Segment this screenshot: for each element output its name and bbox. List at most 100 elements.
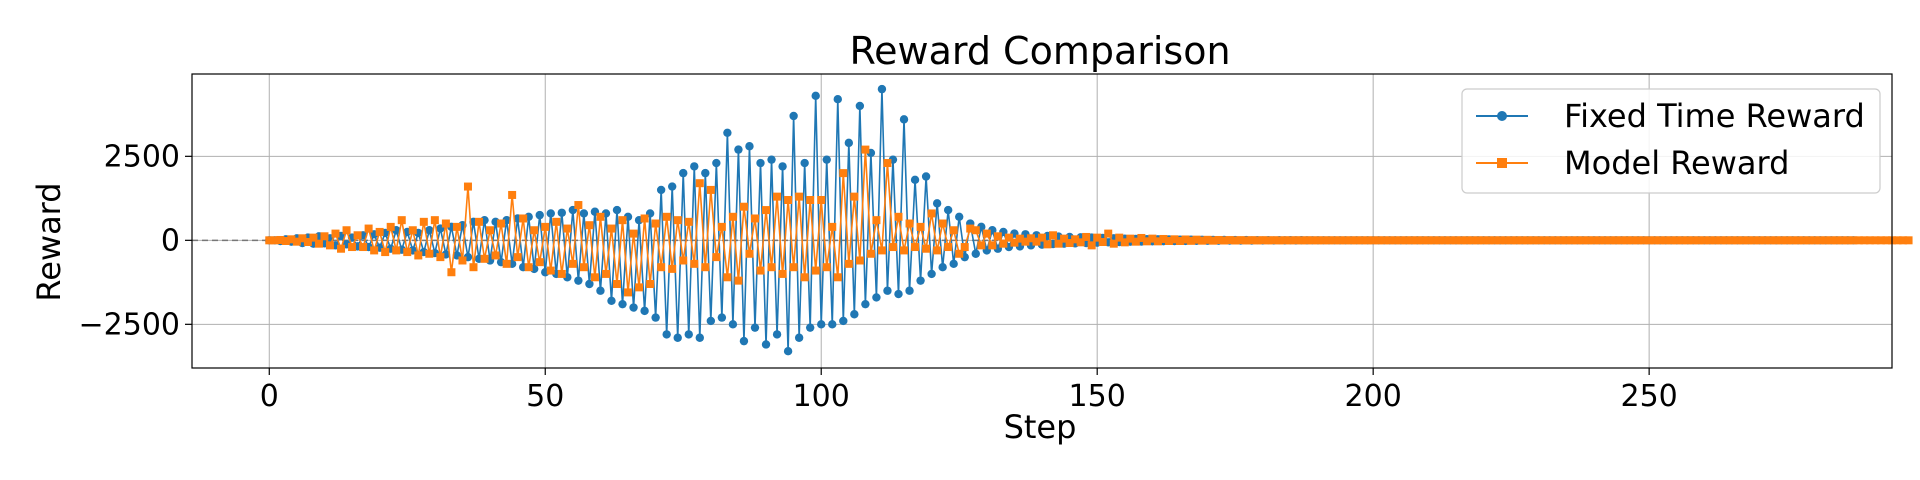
data-point bbox=[1744, 236, 1753, 245]
data-point bbox=[1435, 236, 1444, 245]
legend-item: Fixed Time Reward bbox=[1476, 97, 1865, 135]
data-point bbox=[905, 286, 914, 295]
data-point bbox=[1026, 234, 1035, 243]
data-point bbox=[1705, 236, 1714, 245]
data-point bbox=[1142, 237, 1151, 246]
data-point bbox=[1727, 236, 1736, 245]
data-point bbox=[1153, 237, 1162, 246]
data-point bbox=[855, 256, 864, 265]
data-point bbox=[635, 283, 644, 292]
data-point bbox=[1214, 235, 1223, 244]
data-point bbox=[839, 169, 848, 178]
data-point bbox=[1507, 236, 1516, 245]
data-point bbox=[430, 216, 439, 225]
data-point bbox=[905, 219, 914, 228]
data-point bbox=[640, 306, 649, 316]
data-point bbox=[425, 249, 434, 258]
data-point bbox=[938, 263, 947, 272]
data-point bbox=[706, 185, 715, 194]
data-point bbox=[1015, 234, 1024, 243]
data-point bbox=[1838, 236, 1847, 245]
data-point bbox=[1325, 236, 1334, 245]
data-point bbox=[916, 222, 925, 231]
data-point bbox=[1286, 236, 1295, 245]
data-point bbox=[497, 219, 506, 228]
data-point bbox=[943, 205, 953, 215]
data-point bbox=[955, 249, 964, 258]
data-point bbox=[1843, 236, 1852, 245]
data-point bbox=[866, 249, 875, 258]
data-point bbox=[1192, 235, 1201, 244]
data-point bbox=[386, 222, 395, 231]
data-point bbox=[1341, 236, 1350, 245]
x-axis: 0 50 100 150 200 250 bbox=[260, 368, 1678, 414]
data-point bbox=[706, 316, 716, 326]
data-point bbox=[1109, 239, 1118, 248]
data-point bbox=[872, 293, 881, 302]
data-point bbox=[1567, 236, 1576, 245]
data-point bbox=[353, 231, 362, 240]
data-point bbox=[480, 254, 489, 263]
data-point bbox=[568, 259, 577, 268]
data-point bbox=[1899, 236, 1908, 245]
data-point bbox=[1137, 233, 1146, 242]
data-point bbox=[1816, 236, 1825, 245]
data-point bbox=[1021, 237, 1030, 246]
legend-label: Model Reward bbox=[1564, 144, 1789, 182]
data-point bbox=[745, 142, 754, 151]
x-tick-label: 250 bbox=[1621, 379, 1678, 414]
data-point bbox=[613, 280, 621, 288]
data-point bbox=[546, 209, 555, 218]
data-point bbox=[927, 269, 936, 279]
data-point bbox=[1115, 233, 1124, 242]
data-point bbox=[519, 214, 528, 223]
data-point bbox=[1082, 232, 1091, 241]
data-point bbox=[1468, 236, 1477, 245]
data-point bbox=[1126, 234, 1135, 243]
data-point bbox=[1104, 229, 1113, 238]
legend-item: Model Reward bbox=[1476, 144, 1789, 182]
data-point bbox=[1485, 236, 1494, 245]
data-point bbox=[546, 266, 555, 275]
y-tick-label: 0 bbox=[161, 223, 180, 258]
data-point bbox=[287, 235, 296, 244]
data-point bbox=[530, 226, 539, 235]
data-point bbox=[1374, 236, 1383, 245]
data-point bbox=[745, 249, 754, 258]
chart-title: Reward Comparison bbox=[849, 29, 1230, 73]
x-tick-label: 100 bbox=[793, 379, 850, 414]
data-point bbox=[1860, 236, 1869, 245]
data-point bbox=[408, 226, 417, 235]
data-point bbox=[303, 238, 312, 246]
data-point bbox=[679, 256, 688, 265]
data-point bbox=[855, 101, 865, 111]
data-point bbox=[596, 286, 605, 295]
data-point bbox=[938, 219, 947, 228]
y-tick-label: −2500 bbox=[79, 307, 180, 342]
data-point bbox=[712, 253, 721, 262]
data-point bbox=[1203, 235, 1212, 244]
data-point bbox=[1010, 238, 1019, 247]
x-tick-label: 200 bbox=[1345, 379, 1402, 414]
data-point bbox=[1589, 236, 1598, 245]
data-point bbox=[1667, 236, 1676, 245]
data-point bbox=[574, 201, 583, 210]
data-point bbox=[1650, 236, 1659, 245]
legend-label: Fixed Time Reward bbox=[1564, 97, 1865, 135]
data-point bbox=[425, 226, 434, 235]
data-point bbox=[590, 273, 599, 282]
data-point bbox=[767, 155, 776, 164]
data-point bbox=[839, 316, 848, 326]
data-point bbox=[988, 241, 997, 250]
data-point bbox=[1512, 236, 1521, 245]
data-point bbox=[850, 310, 859, 319]
data-point bbox=[557, 208, 567, 217]
data-point bbox=[844, 259, 853, 268]
data-point bbox=[728, 212, 737, 221]
data-point bbox=[1678, 236, 1687, 245]
data-point bbox=[1496, 236, 1505, 245]
data-point bbox=[1418, 236, 1427, 245]
data-point bbox=[1479, 236, 1488, 245]
data-point bbox=[607, 224, 616, 233]
data-point bbox=[441, 219, 450, 228]
